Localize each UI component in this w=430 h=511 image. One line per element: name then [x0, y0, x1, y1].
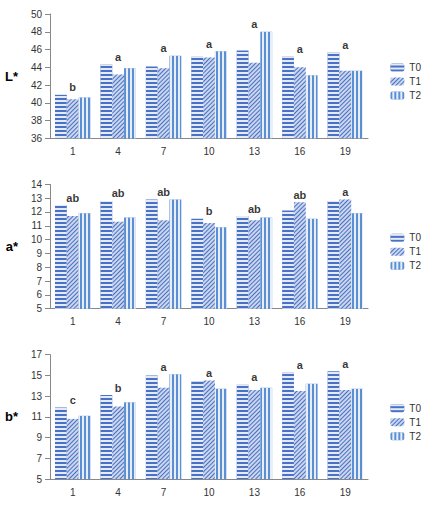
- svg-text:6: 6: [36, 289, 42, 300]
- svg-text:13: 13: [31, 391, 43, 402]
- svg-text:38: 38: [31, 115, 43, 126]
- svg-text:7: 7: [161, 316, 167, 327]
- svg-text:7: 7: [36, 276, 42, 287]
- svg-text:b: b: [206, 205, 213, 217]
- svg-text:40: 40: [31, 97, 43, 108]
- svg-text:7: 7: [161, 487, 167, 498]
- svg-text:12: 12: [31, 206, 43, 217]
- svg-text:50: 50: [31, 9, 43, 20]
- svg-text:a: a: [342, 358, 349, 370]
- svg-text:ab: ab: [66, 192, 79, 204]
- svg-text:1: 1: [70, 146, 76, 157]
- svg-text:ab: ab: [112, 187, 125, 199]
- svg-text:T2: T2: [409, 260, 421, 271]
- svg-text:T0: T0: [409, 62, 421, 73]
- svg-text:13: 13: [249, 487, 261, 498]
- svg-text:T0: T0: [409, 232, 421, 243]
- svg-text:10: 10: [203, 487, 215, 498]
- svg-text:ab: ab: [293, 189, 306, 201]
- svg-text:a: a: [297, 359, 304, 371]
- svg-text:9: 9: [36, 432, 42, 443]
- svg-text:19: 19: [340, 487, 352, 498]
- svg-text:48: 48: [31, 26, 43, 37]
- svg-text:T1: T1: [409, 417, 421, 428]
- svg-text:a*: a*: [6, 239, 19, 254]
- svg-text:7: 7: [36, 453, 42, 464]
- svg-text:b: b: [115, 382, 122, 394]
- svg-text:4: 4: [115, 146, 121, 157]
- svg-text:11: 11: [32, 411, 43, 422]
- svg-text:a: a: [251, 371, 258, 383]
- svg-text:10: 10: [31, 234, 43, 245]
- svg-text:a: a: [251, 18, 258, 30]
- svg-text:b: b: [69, 81, 76, 93]
- svg-text:19: 19: [340, 316, 352, 327]
- svg-text:42: 42: [31, 80, 43, 91]
- svg-text:9: 9: [36, 248, 42, 259]
- svg-text:5: 5: [36, 474, 42, 485]
- svg-text:10: 10: [203, 316, 215, 327]
- svg-text:1: 1: [70, 316, 76, 327]
- svg-text:10: 10: [203, 146, 215, 157]
- svg-text:46: 46: [31, 44, 43, 55]
- svg-text:T2: T2: [409, 90, 421, 101]
- svg-text:a: a: [342, 186, 349, 198]
- svg-text:16: 16: [294, 146, 306, 157]
- svg-text:T2: T2: [409, 431, 421, 442]
- svg-text:36: 36: [31, 133, 43, 144]
- svg-text:5: 5: [36, 303, 42, 314]
- svg-text:4: 4: [115, 487, 121, 498]
- svg-text:T1: T1: [409, 76, 421, 87]
- svg-text:b*: b*: [5, 409, 19, 424]
- svg-text:a: a: [342, 39, 349, 51]
- svg-text:c: c: [70, 394, 76, 406]
- svg-text:7: 7: [161, 146, 167, 157]
- svg-text:11: 11: [32, 220, 43, 231]
- svg-text:ab: ab: [157, 186, 170, 198]
- svg-text:a: a: [206, 367, 213, 379]
- svg-text:a: a: [115, 51, 122, 63]
- svg-text:14: 14: [31, 179, 43, 190]
- svg-text:16: 16: [294, 316, 306, 327]
- svg-text:a: a: [161, 42, 168, 54]
- svg-text:L*: L*: [5, 69, 19, 84]
- svg-text:44: 44: [31, 62, 43, 73]
- svg-text:15: 15: [31, 370, 43, 381]
- svg-text:a: a: [206, 38, 213, 50]
- svg-text:16: 16: [294, 487, 306, 498]
- svg-text:19: 19: [340, 146, 352, 157]
- svg-text:a: a: [161, 361, 168, 373]
- svg-text:T0: T0: [409, 403, 421, 414]
- svg-text:ab: ab: [248, 203, 261, 215]
- svg-text:T1: T1: [409, 246, 421, 257]
- svg-text:1: 1: [70, 487, 76, 498]
- svg-text:8: 8: [36, 262, 42, 273]
- svg-text:13: 13: [249, 146, 261, 157]
- svg-text:17: 17: [31, 349, 43, 360]
- svg-text:4: 4: [115, 316, 121, 327]
- svg-text:a: a: [297, 43, 304, 55]
- svg-text:13: 13: [249, 316, 261, 327]
- svg-text:13: 13: [31, 193, 43, 204]
